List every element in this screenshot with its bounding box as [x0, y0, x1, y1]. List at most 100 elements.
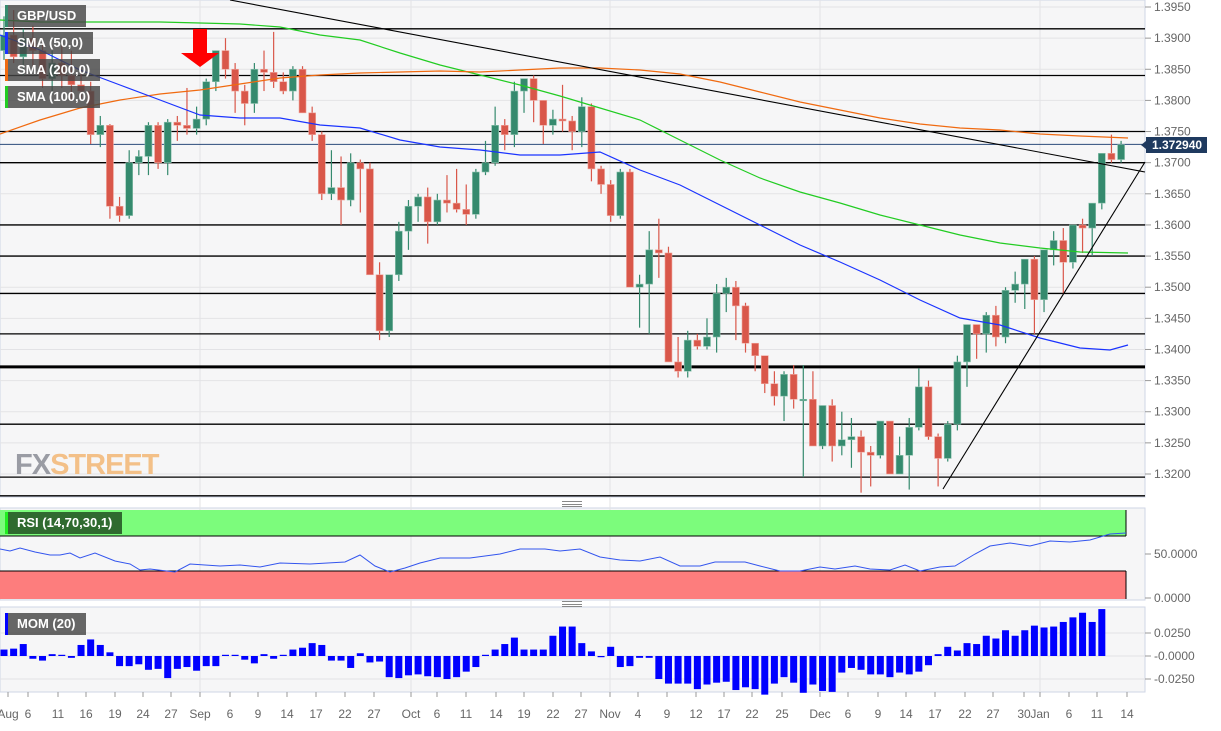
rsi-legend[interactable]: RSI (14,70,30,1) [5, 512, 123, 534]
momentum-bar [693, 656, 701, 690]
candle-body [809, 398, 817, 447]
rsi-panel-resize-handle[interactable] [562, 601, 582, 607]
price-axis-label: 1.3700 [1154, 156, 1191, 170]
sma100-label: SMA (100,0) [17, 89, 91, 104]
price-axis-label: 1.3250 [1154, 436, 1191, 450]
candle-body [366, 168, 374, 276]
momentum-bar [289, 649, 297, 656]
date-axis-label: Nov [599, 707, 620, 721]
momentum-bar [164, 656, 172, 679]
date-axis-label: 11 [460, 707, 473, 721]
date-axis-label: 12 [689, 707, 703, 721]
candle-body [1011, 283, 1019, 291]
candle-body [645, 249, 654, 285]
candle-body [597, 168, 605, 185]
momentum-bar [1040, 627, 1048, 656]
candle-body [317, 134, 326, 195]
sma100-legend[interactable]: SMA (100,0) [5, 86, 101, 108]
sma200-legend[interactable]: SMA (200,0) [5, 59, 101, 81]
momentum-bar [982, 635, 990, 656]
candle-body [423, 196, 432, 223]
watermark-street: STREET [50, 449, 159, 481]
momentum-bar [963, 643, 971, 656]
candle-body [934, 436, 942, 459]
momentum-bar [674, 656, 682, 684]
date-axis-label: 17 [717, 707, 731, 721]
candle-body [1088, 202, 1096, 229]
main-panel-resize-handle[interactable] [562, 501, 582, 507]
momentum-bar [116, 656, 124, 667]
candle-body [491, 125, 499, 163]
momentum-bar [780, 656, 788, 678]
momentum-bar [636, 656, 644, 658]
momentum-bar [799, 656, 807, 693]
momentum-bar [414, 656, 422, 675]
momentum-bar [87, 639, 95, 656]
candle-body [1078, 224, 1087, 229]
date-axis-label: Aug [0, 707, 19, 721]
momentum-bar [578, 643, 586, 656]
candle-body [963, 324, 971, 363]
candle-body [260, 68, 268, 73]
momentum-bar [1030, 625, 1038, 656]
candle-body [443, 199, 451, 204]
momentum-bar [472, 656, 480, 668]
candle-body [606, 184, 615, 216]
price-axis-label: 1.3900 [1154, 31, 1191, 45]
momentum-bar [135, 656, 143, 665]
date-axis-label: 14 [899, 707, 913, 721]
date-axis-label: 22 [745, 707, 759, 721]
momentum-bar [1079, 612, 1087, 656]
candle-body [375, 274, 384, 332]
candle-body [500, 125, 509, 135]
momentum-bar [751, 656, 759, 690]
momentum-bar [742, 656, 750, 688]
candle-body [1001, 290, 1010, 338]
date-axis-label: 6 [227, 707, 234, 721]
candle-body [683, 339, 692, 372]
date-axis-label: 9 [664, 707, 671, 721]
candle-body [895, 455, 904, 475]
candle-body [972, 324, 981, 335]
sma100-line [0, 19, 1129, 254]
symbol-swatch-icon [5, 5, 8, 27]
candle-body [510, 90, 519, 135]
candle-body [404, 205, 413, 232]
momentum-bar [433, 656, 441, 678]
candle-body [751, 342, 759, 356]
momentum-bar [183, 656, 191, 668]
sma50-legend[interactable]: SMA (50,0) [5, 32, 93, 54]
momentum-bar [299, 647, 307, 656]
momentum-bar [876, 656, 884, 675]
candle-body [144, 125, 153, 157]
candle-body [789, 374, 798, 400]
candle-body [1107, 153, 1116, 160]
momentum-bar [1050, 626, 1058, 656]
momentum-bar [761, 656, 769, 695]
candle-body [886, 420, 894, 475]
date-axis-label: 27 [367, 707, 381, 721]
momentum-bar [39, 656, 47, 661]
candle-body [1049, 240, 1058, 251]
momentum-bars [0, 609, 1106, 695]
candle-body [924, 386, 933, 437]
momentum-bar [530, 649, 538, 656]
candle-body [1059, 240, 1068, 263]
candle-body [558, 118, 567, 122]
candle-body [135, 156, 143, 163]
candle-body [289, 68, 297, 92]
date-axis-label: 22 [338, 707, 352, 721]
date-axis-label: 9 [255, 707, 262, 721]
price-axis-label: 1.3400 [1154, 342, 1191, 356]
date-axis-label: 6 [845, 707, 852, 721]
momentum-bar [356, 653, 364, 656]
candle-body [472, 171, 480, 215]
mom-legend[interactable]: MOM (20) [5, 613, 86, 635]
candle-body [183, 125, 191, 129]
date-axis-label: Dec [809, 707, 830, 721]
symbol-legend[interactable]: GBP/USD [5, 5, 87, 27]
momentum-bar [337, 656, 345, 661]
candle-body [250, 68, 259, 104]
